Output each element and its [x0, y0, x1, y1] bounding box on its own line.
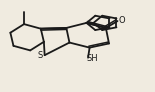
Text: SH: SH — [87, 54, 99, 63]
Text: S: S — [38, 51, 43, 60]
Text: O: O — [119, 16, 125, 25]
